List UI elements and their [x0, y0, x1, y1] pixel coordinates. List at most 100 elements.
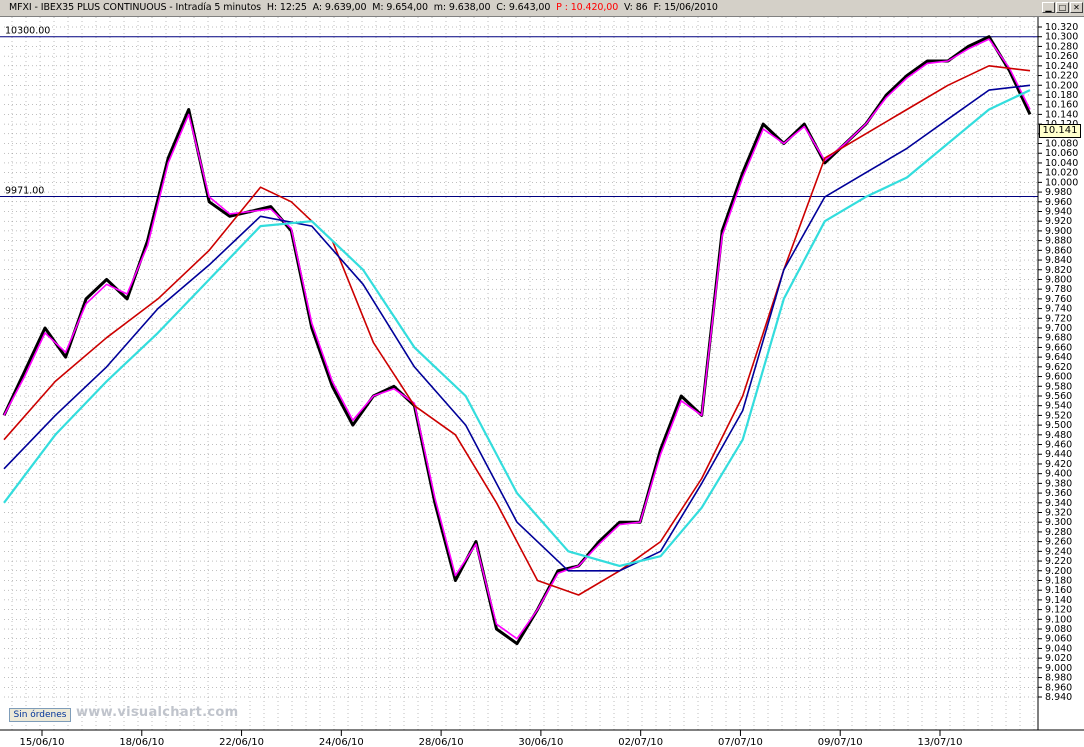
price-tick-label: 9.480: [1045, 430, 1072, 441]
price-tick-label: 10.160: [1045, 100, 1078, 111]
price-tick-label: 9.160: [1045, 585, 1072, 596]
price-tick-label: 10.200: [1045, 80, 1078, 91]
price-tick-label: 10.080: [1045, 139, 1078, 150]
price-tick-label: 10.180: [1045, 90, 1078, 101]
price-tick-label: 9.280: [1045, 527, 1072, 538]
date-tick-label: 24/06/10: [319, 737, 364, 747]
series-line-ma_red: [3, 64, 1031, 596]
series-line-ma_fast: [3, 38, 1031, 640]
price-tick-label: 9.700: [1045, 323, 1072, 334]
price-tick-label: 9.040: [1045, 643, 1072, 654]
date-tick-label: 13/07/10: [918, 737, 963, 747]
price-tick-label: 9.400: [1045, 469, 1072, 480]
price-tick-label: 9.880: [1045, 236, 1072, 247]
price-tick-label: 9.420: [1045, 459, 1072, 470]
price-tick-label: 9.540: [1045, 401, 1072, 412]
date-tick-label: 07/07/10: [718, 737, 763, 747]
price-tick-label: 9.560: [1045, 391, 1072, 402]
reference-line-label: 9971.00: [5, 185, 44, 196]
price-tick-label: 9.740: [1045, 304, 1072, 315]
price-tick-label: 8.940: [1045, 692, 1072, 703]
price-chart[interactable]: 10300.00 9971.00 8.9408.9608.9809.0009.02…: [0, 17, 1084, 747]
price-tick-label: 8.980: [1045, 673, 1072, 684]
date-tick-label: 30/06/10: [518, 737, 563, 747]
price-tick-label: 9.100: [1045, 614, 1072, 625]
low-value: m: 9.638,00: [433, 2, 491, 13]
price-tick-label: 9.800: [1045, 274, 1072, 285]
price-tick-label: 9.760: [1045, 294, 1072, 305]
price-tick-label: 9.240: [1045, 546, 1072, 557]
date-axis: 15/06/10 18/06/10 22/06/10 24/06/10 28/06/10…: [20, 730, 963, 747]
price-tick-label: 9.120: [1045, 605, 1072, 616]
price-tick-label: 10.060: [1045, 148, 1078, 159]
quote-summary: MFXI - IBEX35 PLUS CONTINUOUS - Intradía…: [9, 2, 718, 13]
minimize-icon: ▁: [1045, 3, 1052, 12]
orders-button[interactable]: Sin órdenes: [9, 708, 71, 722]
date-tick-label: 28/06/10: [419, 737, 464, 747]
price-tick-label: 10.000: [1045, 177, 1078, 188]
series-line-ma_cyan: [3, 89, 1031, 568]
volume-value: V: 86: [624, 2, 648, 13]
date-value: F: 15/06/2010: [653, 2, 718, 13]
price-tick-label: 10.240: [1045, 61, 1078, 72]
price-axis: 8.9408.9608.9809.0009.0209.0409.0609.080…: [1038, 22, 1078, 703]
price-tick-label: 9.820: [1045, 265, 1072, 276]
price-tick-label: 9.860: [1045, 245, 1072, 256]
price-tick-label: 10.020: [1045, 168, 1078, 179]
high-value: M: 9.654,00: [372, 2, 428, 13]
price-tick-label: 9.980: [1045, 187, 1072, 198]
price-tick-label: 9.620: [1045, 362, 1072, 373]
price-tick-label: 9.340: [1045, 498, 1072, 509]
price-tick-label: 10.300: [1045, 32, 1078, 43]
chart-background: [0, 17, 1084, 747]
price-tick-label: 9.140: [1045, 595, 1072, 606]
minimize-button[interactable]: ▁: [1042, 2, 1055, 13]
price-tick-label: 9.360: [1045, 488, 1072, 499]
price-tick-label: 9.920: [1045, 216, 1072, 227]
price-tick-label: 9.440: [1045, 449, 1072, 460]
close-value: C: 9.643,00: [496, 2, 551, 13]
price-tick-label: 8.960: [1045, 682, 1072, 693]
price-tick-label: 9.580: [1045, 381, 1072, 392]
chart-series: [2, 35, 1032, 646]
pointer-value: P : 10.420,00: [556, 2, 619, 13]
price-tick-label: 9.260: [1045, 537, 1072, 548]
date-tick-label: 09/07/10: [818, 737, 863, 747]
price-tick-label: 10.280: [1045, 41, 1078, 52]
date-tick-label: 22/06/10: [219, 737, 264, 747]
series-line-ma_mid: [3, 84, 1031, 572]
price-tick-label: 9.500: [1045, 420, 1072, 431]
price-tick-label: 9.460: [1045, 440, 1072, 451]
price-tick-label: 9.900: [1045, 226, 1072, 237]
price-tick-label: 9.780: [1045, 284, 1072, 295]
hour-value: H: 12:25: [266, 2, 307, 13]
close-icon: ✕: [1073, 3, 1080, 12]
price-tick-label: 9.640: [1045, 352, 1072, 363]
price-tick-label: 9.200: [1045, 566, 1072, 577]
price-tick-label: 9.020: [1045, 653, 1072, 664]
price-tick-label: 9.180: [1045, 575, 1072, 586]
price-tick-label: 9.300: [1045, 517, 1072, 528]
chart-title-bar: MFXI - IBEX35 PLUS CONTINUOUS - Intradía…: [0, 0, 1084, 17]
price-tick-label: 9.520: [1045, 410, 1072, 421]
maximize-button[interactable]: □: [1056, 2, 1069, 13]
price-tick-label: 9.660: [1045, 342, 1072, 353]
date-tick-label: 18/06/10: [119, 737, 164, 747]
price-tick-label: 10.320: [1045, 22, 1078, 33]
price-tick-label: 9.000: [1045, 663, 1072, 674]
watermark: www.visualchart.com: [76, 705, 239, 720]
price-tick-label: 9.940: [1045, 206, 1072, 217]
price-tick-label: 9.220: [1045, 556, 1072, 567]
price-tick-label: 9.960: [1045, 197, 1072, 208]
reference-line-label: 10300.00: [5, 26, 50, 37]
price-tick-label: 9.380: [1045, 478, 1072, 489]
price-tick-label: 10.140: [1045, 109, 1078, 120]
price-tick-label: 9.320: [1045, 508, 1072, 519]
close-button[interactable]: ✕: [1070, 2, 1083, 13]
date-tick-label: 02/07/10: [618, 737, 663, 747]
last-price-label: 10.141: [1039, 124, 1081, 138]
price-tick-label: 9.720: [1045, 313, 1072, 324]
price-tick-label: 10.260: [1045, 51, 1078, 62]
symbol-name: MFXI - IBEX35 PLUS CONTINUOUS - Intradía…: [9, 2, 262, 13]
price-tick-label: 9.600: [1045, 372, 1072, 383]
